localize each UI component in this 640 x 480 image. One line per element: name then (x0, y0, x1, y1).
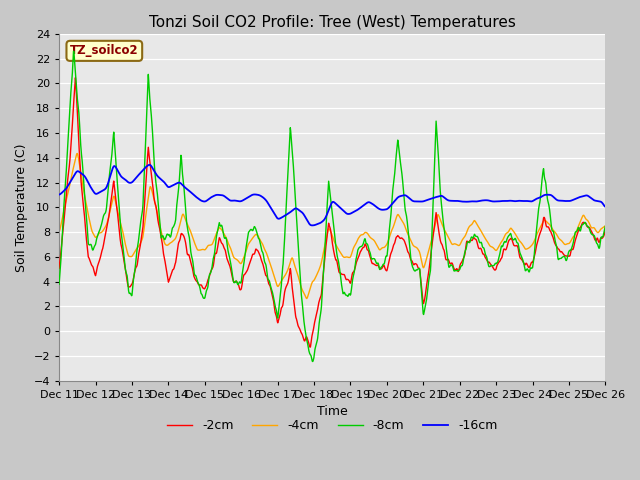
-16cm (602, 204, 609, 210)
-2cm (489, 265, 497, 271)
-4cm (489, 245, 497, 251)
-8cm (164, 231, 172, 237)
-4cm (177, 217, 185, 223)
-8cm (602, 223, 609, 229)
Text: TZ_soilco2: TZ_soilco2 (70, 44, 139, 57)
-8cm (489, 263, 497, 269)
Title: Tonzi Soil CO2 Profile: Tree (West) Temperatures: Tonzi Soil CO2 Profile: Tree (West) Temp… (149, 15, 516, 30)
Line: -2cm: -2cm (59, 78, 605, 347)
-16cm (238, 198, 246, 204)
-16cm (489, 199, 497, 204)
-16cm (538, 194, 545, 200)
-16cm (308, 223, 316, 228)
-8cm (309, 359, 317, 364)
-16cm (164, 184, 172, 190)
-2cm (72, 75, 79, 81)
-2cm (177, 231, 185, 237)
X-axis label: Time: Time (317, 405, 348, 418)
-4cm (238, 259, 246, 264)
-2cm (602, 226, 609, 232)
Y-axis label: Soil Temperature (C): Soil Temperature (C) (15, 143, 28, 272)
-4cm (303, 296, 310, 301)
-4cm (538, 222, 545, 228)
-16cm (418, 199, 426, 204)
-4cm (164, 242, 172, 248)
-4cm (602, 223, 609, 228)
-2cm (238, 282, 246, 288)
Line: -4cm: -4cm (59, 154, 605, 299)
-8cm (55, 281, 63, 287)
-16cm (146, 162, 154, 168)
Line: -8cm: -8cm (59, 51, 605, 361)
-8cm (70, 48, 77, 54)
-16cm (55, 192, 63, 197)
Line: -16cm: -16cm (59, 165, 605, 226)
-8cm (177, 153, 185, 158)
-16cm (177, 180, 185, 186)
-8cm (238, 272, 246, 278)
-2cm (164, 275, 172, 280)
-4cm (418, 259, 426, 264)
-8cm (418, 290, 426, 296)
-2cm (55, 265, 63, 271)
-4cm (74, 151, 81, 156)
-4cm (55, 229, 63, 235)
-8cm (538, 185, 545, 191)
-2cm (306, 344, 314, 350)
-2cm (418, 286, 426, 292)
-2cm (538, 227, 545, 233)
Legend: -2cm, -4cm, -8cm, -16cm: -2cm, -4cm, -8cm, -16cm (162, 414, 502, 437)
